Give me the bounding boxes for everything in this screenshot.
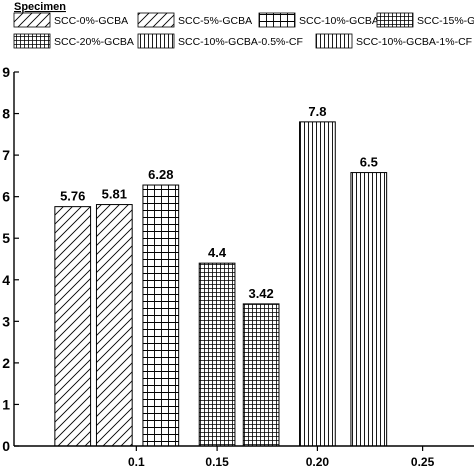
legend-title: Specimen [14, 1, 66, 13]
axes: 0 1 2 3 4 5 6 7 8 9 0.1 0.15 0.20 0.25 [2, 64, 474, 469]
x-tick-label: 0.15 [205, 455, 229, 469]
legend-label: SCC-10%-GCBA [299, 15, 379, 27]
legend-label: SCC-20%-GCBA [54, 36, 134, 48]
x-tick-label: 0.25 [411, 455, 435, 469]
legend: Specimen SCC-0%-GCBA SCC-5%-GCBA SCC-10%-G… [13, 1, 474, 49]
bar [299, 121, 336, 447]
bar [142, 184, 180, 447]
bar [95, 204, 133, 447]
legend-swatch [13, 33, 51, 49]
y-tick-label: 3 [2, 313, 10, 329]
data-label: 4.4 [208, 245, 227, 260]
bar [54, 206, 92, 447]
y-tick-label: 7 [2, 147, 10, 163]
legend-label: SCC-10%-GCBA-0.5%-CF [178, 36, 303, 48]
y-tick-label: 2 [2, 355, 10, 371]
y-tick-label: 0 [2, 438, 10, 454]
legend-swatch [376, 12, 414, 28]
x-tick-label: 0.20 [306, 455, 330, 469]
y-tick-label: 8 [2, 106, 10, 122]
bar [242, 303, 280, 447]
y-tick-label: 5 [2, 230, 10, 246]
data-label: 6.5 [360, 155, 378, 170]
legend-swatch [13, 12, 51, 28]
legend-label: SCC-15%-GCBA [417, 15, 474, 27]
bar [350, 172, 388, 447]
data-label: 5.76 [60, 189, 85, 204]
legend-swatch [315, 33, 353, 49]
legend-label: SCC-10%-GCBA-1%-CF [356, 36, 472, 48]
x-tick-label: 0.1 [128, 455, 145, 469]
data-label: 6.28 [148, 167, 173, 182]
y-tick-label: 1 [2, 396, 10, 412]
plot-area: 5.76 5.81 6.28 4.4 3.42 7.8 6.5 [54, 104, 388, 447]
data-label: 5.81 [102, 187, 127, 202]
legend-label: SCC-0%-GCBA [54, 15, 128, 27]
y-tick-label: 4 [2, 272, 10, 288]
y-tick-label: 6 [2, 189, 10, 205]
data-label: 7.8 [308, 104, 326, 119]
legend-label: SCC-5%-GCBA [178, 15, 252, 27]
bar [198, 262, 236, 447]
data-label: 3.42 [248, 286, 273, 301]
legend-swatch [137, 12, 175, 28]
legend-swatch [258, 12, 296, 28]
legend-swatch [137, 33, 175, 49]
y-tick-label: 9 [2, 64, 10, 80]
